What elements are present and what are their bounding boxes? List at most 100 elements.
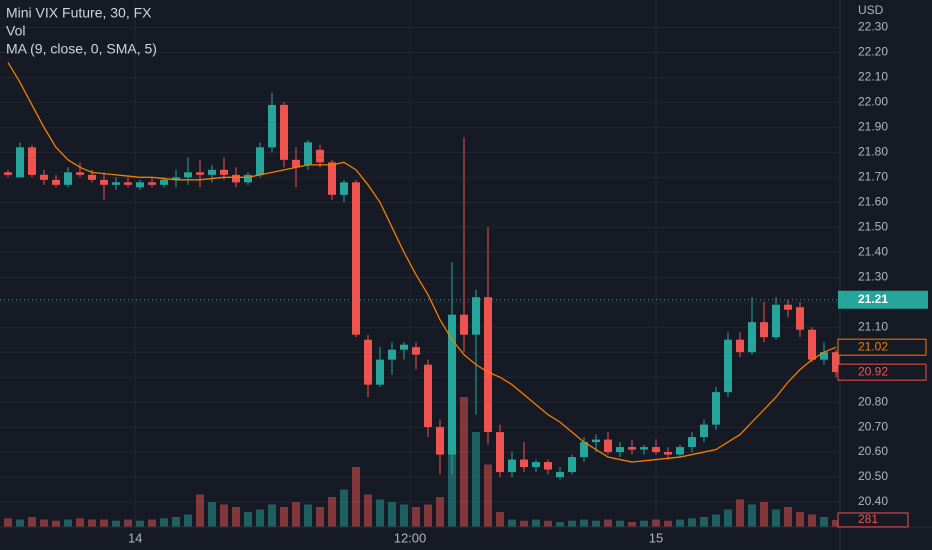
candle-body bbox=[88, 174, 96, 180]
volume-bar bbox=[412, 507, 420, 527]
volume-bar bbox=[784, 507, 792, 527]
volume-bar bbox=[808, 514, 816, 527]
candle-body bbox=[724, 339, 732, 393]
volume-bar bbox=[448, 432, 456, 527]
candle-body bbox=[808, 329, 816, 360]
candle-body bbox=[352, 182, 360, 335]
volume-bar bbox=[604, 519, 612, 527]
candle-body bbox=[76, 172, 84, 175]
candle-body bbox=[532, 462, 540, 468]
y-tick-label: 20.50 bbox=[858, 469, 888, 483]
volume-bar bbox=[484, 464, 492, 527]
volume-bar bbox=[796, 512, 804, 527]
volume-bar bbox=[304, 504, 312, 527]
candle-body bbox=[316, 149, 324, 163]
candle-body bbox=[820, 352, 828, 360]
candle-body bbox=[28, 147, 36, 175]
chart-title: Mini VIX Future, 30, FX bbox=[6, 5, 152, 21]
candle-body bbox=[748, 322, 756, 353]
volume-bar bbox=[328, 497, 336, 527]
candle-body bbox=[652, 447, 660, 453]
volume-bar bbox=[712, 514, 720, 527]
volume-bar bbox=[760, 502, 768, 527]
volume-box bbox=[837, 512, 909, 528]
candle-body bbox=[460, 314, 468, 335]
candle-body bbox=[796, 307, 804, 330]
volume-bar bbox=[388, 502, 396, 527]
y-tick-label: 21.10 bbox=[858, 319, 888, 333]
candle-body bbox=[664, 452, 672, 455]
volume-bar bbox=[184, 514, 192, 527]
y-tick-label: 22.20 bbox=[858, 45, 888, 59]
volume-bar bbox=[28, 517, 36, 527]
y-tick-label: 21.40 bbox=[858, 244, 888, 258]
candle-body bbox=[700, 424, 708, 438]
candle-body bbox=[520, 459, 528, 468]
candle-body bbox=[280, 104, 288, 160]
volume-bar bbox=[208, 502, 216, 527]
candle-body bbox=[556, 472, 564, 478]
candle-body bbox=[244, 174, 252, 183]
candle-body bbox=[712, 392, 720, 425]
volume-bar bbox=[700, 517, 708, 527]
candle-body bbox=[388, 349, 396, 360]
axis-labels: 20.4020.5020.6020.7020.8020.9021.0021.10… bbox=[128, 20, 928, 545]
candle-body bbox=[760, 322, 768, 338]
volume-bar bbox=[40, 519, 48, 527]
volume-bar bbox=[520, 520, 528, 527]
volume-bar bbox=[772, 509, 780, 527]
candle-body bbox=[628, 447, 636, 450]
candle-body bbox=[592, 439, 600, 443]
volume-bar bbox=[496, 512, 504, 527]
volume-bar bbox=[172, 517, 180, 527]
candle-body bbox=[304, 142, 312, 165]
volume-bar bbox=[688, 518, 696, 527]
volume-legend: Vol bbox=[6, 23, 25, 39]
y-tick-label: 21.70 bbox=[858, 170, 888, 184]
y-tick-label: 21.60 bbox=[858, 194, 888, 208]
volume-bar bbox=[820, 517, 828, 527]
candle-body bbox=[184, 172, 192, 178]
volume-bar bbox=[316, 507, 324, 527]
volume-bar bbox=[832, 519, 840, 527]
volume-bar bbox=[364, 494, 372, 527]
y-tick-label: 22.10 bbox=[858, 70, 888, 84]
volume-bar bbox=[508, 519, 516, 527]
candle-body bbox=[292, 159, 300, 168]
volume-bar bbox=[544, 520, 552, 527]
volume-bar bbox=[616, 520, 624, 527]
volume-bar bbox=[88, 519, 96, 527]
x-tick-label: 15 bbox=[649, 530, 663, 545]
volume-bar bbox=[292, 502, 300, 527]
candle-body bbox=[448, 314, 456, 455]
volume-bar bbox=[424, 504, 432, 527]
volume-bar bbox=[556, 522, 564, 527]
volume-bar bbox=[592, 520, 600, 527]
candle-body bbox=[208, 169, 216, 175]
candle-body bbox=[376, 359, 384, 385]
volume-bar bbox=[736, 499, 744, 527]
volume-bar bbox=[4, 518, 12, 527]
candle-body bbox=[784, 304, 792, 310]
candle-body bbox=[580, 442, 588, 458]
candle-layer bbox=[4, 92, 840, 480]
candle-body bbox=[400, 344, 408, 350]
y-tick-label: 22.00 bbox=[858, 95, 888, 109]
y-tick-label: 20.80 bbox=[858, 394, 888, 408]
volume-bar bbox=[580, 519, 588, 527]
volume-bar bbox=[196, 494, 204, 527]
y-tick-label: 20.60 bbox=[858, 444, 888, 458]
candle-body bbox=[544, 462, 552, 470]
candle-body bbox=[364, 339, 372, 385]
candle-body bbox=[472, 297, 480, 335]
candle-body bbox=[688, 437, 696, 448]
y-tick-label: 21.90 bbox=[858, 120, 888, 134]
close-box bbox=[837, 363, 927, 381]
candle-body bbox=[604, 439, 612, 453]
volume-bar bbox=[472, 432, 480, 527]
y-tick-label: 22.30 bbox=[858, 20, 888, 34]
candle-body bbox=[736, 339, 744, 353]
y-tick-label: 21.50 bbox=[858, 219, 888, 233]
volume-bar bbox=[148, 519, 156, 527]
